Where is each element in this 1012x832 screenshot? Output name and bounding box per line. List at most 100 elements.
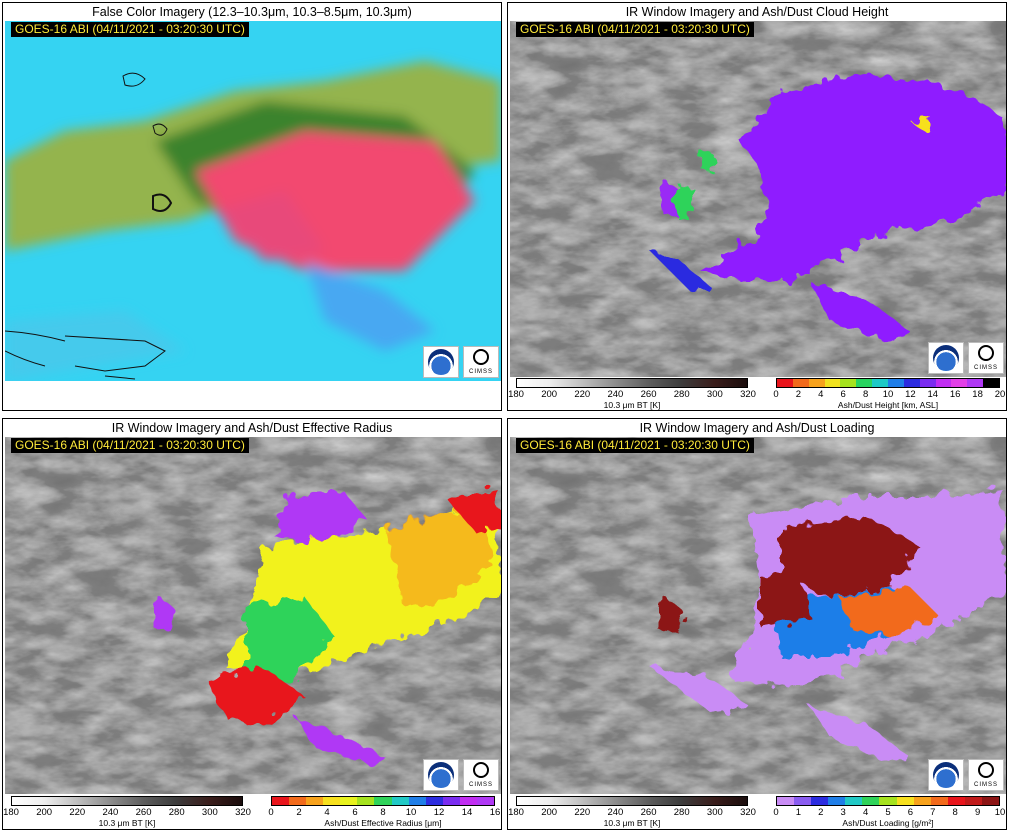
logo-group: CIMSS: [928, 342, 1004, 374]
height-colorbar-gradient: [776, 378, 1000, 388]
noaa-icon: [423, 759, 459, 791]
colorbar-tick: 260: [640, 807, 657, 818]
colorbar-swatch: [272, 797, 290, 805]
colorbar-swatch: [442, 797, 460, 805]
colorbar-tick: 6: [840, 389, 846, 400]
colorbar-tick: 14: [927, 389, 939, 400]
colorbar-tick: 260: [640, 389, 657, 400]
loading-colorbar-gradient: [776, 796, 1000, 806]
colorbar-tick: 320: [235, 807, 251, 818]
colorbar-swatch: [896, 797, 914, 805]
colorbar-tick: 180: [508, 807, 524, 818]
colorbar-swatch: [374, 797, 392, 805]
logo-group: CIMSS: [423, 346, 499, 378]
colorbar-tick: 18: [972, 389, 983, 400]
ash-loading-map[interactable]: GOES-16 ABI (04/11/2021 - 03:20:30 UTC) …: [510, 437, 1006, 794]
panel-title: False Color Imagery (12.3–10.3μm, 10.3–8…: [92, 5, 412, 19]
colorbar-tick: 16: [949, 389, 961, 400]
colorbar-swatch: [930, 797, 948, 805]
colorbar-tick: 0: [773, 389, 779, 400]
colorbar-swatch: [459, 797, 477, 805]
colorbar-swatch: [408, 797, 426, 805]
bt-colorbar-label: 10.3 μm BT [K]: [603, 400, 661, 410]
colorbar-swatch: [840, 379, 857, 387]
colorbar-tick: 12: [433, 807, 445, 818]
ash-radius-map[interactable]: GOES-16 ABI (04/11/2021 - 03:20:30 UTC) …: [5, 437, 501, 794]
ash-height-map[interactable]: GOES-16 ABI (04/11/2021 - 03:20:30 UTC) …: [510, 21, 1006, 377]
colorbar-tick: 300: [201, 807, 218, 818]
colorbar-tick: 14: [461, 807, 473, 818]
height-colorbar-label: Ash/Dust Height [km, ASL]: [837, 400, 939, 410]
timestamp-label: GOES-16 ABI (04/11/2021 - 03:20:30 UTC): [516, 22, 754, 37]
colorbar-tick: 280: [673, 389, 690, 400]
colorbar-tick: 220: [574, 807, 591, 818]
colorbar-tick: 4: [862, 807, 869, 818]
colorbar-tick: 320: [740, 389, 756, 400]
colorbar-tick: 20: [994, 389, 1006, 400]
colorbar-swatch: [981, 797, 1000, 805]
colorbar-tick: 180: [3, 807, 19, 818]
colorbar-tick: 0: [268, 807, 274, 818]
colorbar-tick: 240: [607, 807, 624, 818]
timestamp-label: GOES-16 ABI (04/11/2021 - 03:20:30 UTC): [11, 438, 249, 453]
panel-false-color: False Color Imagery (12.3–10.3μm, 10.3–8…: [2, 2, 502, 411]
cimss-icon: CIMSS: [463, 759, 499, 791]
colorbar-swatch: [947, 797, 965, 805]
colorbar-tick: 300: [706, 807, 723, 818]
colorbar-swatch: [951, 379, 968, 387]
colorbar-tick: 10: [405, 807, 417, 818]
colorbar-tick: 5: [885, 807, 891, 818]
timestamp-label: GOES-16 ABI (04/11/2021 - 03:20:30 UTC): [11, 22, 249, 37]
colorbar-swatch: [357, 797, 375, 805]
colorbar-swatch: [872, 379, 889, 387]
colorbar-tick: 320: [740, 807, 756, 818]
panel-title: IR Window Imagery and Ash/Dust Loading: [639, 421, 875, 435]
colorbar-tick: 6: [352, 807, 358, 818]
noaa-icon: [928, 342, 964, 374]
colorbar-tick: 260: [135, 807, 152, 818]
noaa-icon: [423, 346, 459, 378]
colorbar-swatch: [845, 797, 863, 805]
colorbar-tick: 9: [974, 807, 981, 818]
colorbar-tick: 200: [541, 389, 558, 400]
false-color-map[interactable]: GOES-16 ABI (04/11/2021 - 03:20:30 UTC): [5, 21, 501, 381]
colorbar-swatch: [967, 379, 984, 387]
colorbar-tick: 6: [907, 807, 914, 818]
colorbar-swatch: [777, 797, 795, 805]
colorbar-tick: 280: [673, 807, 690, 818]
colorbar-tick: 16: [489, 807, 501, 818]
colorbar-tick: 200: [541, 807, 558, 818]
colorbar-tick: 180: [508, 389, 524, 400]
colorbar-tick: 2: [296, 807, 302, 818]
colorbar-tick: 300: [706, 389, 723, 400]
logo-group: CIMSS: [423, 759, 499, 791]
colorbar-tick: 0: [773, 807, 779, 818]
colorbar-swatch: [964, 797, 982, 805]
cimss-icon: CIMSS: [968, 342, 1004, 374]
colorbar-tick: 7: [930, 807, 936, 818]
radius-colorbar-label: Ash/Dust Effective Radius [μm]: [324, 818, 442, 828]
colorbar-tick: 4: [324, 807, 330, 818]
panel-title: IR Window Imagery and Ash/Dust Effective…: [111, 421, 393, 435]
colorbar-tick: 1: [795, 807, 802, 818]
panel-title: IR Window Imagery and Ash/Dust Cloud Hei…: [625, 5, 889, 19]
colorbar-tick: 8: [380, 807, 386, 818]
colorbar-tick: 220: [69, 807, 86, 818]
colorbar-swatch: [983, 379, 1000, 387]
colorbar-swatch: [794, 797, 812, 805]
colorbar-tick: 240: [607, 389, 624, 400]
bt-colorbar-gradient: [516, 796, 748, 806]
colorbar-tick: 3: [840, 807, 846, 818]
colorbar-tick: 2: [795, 389, 802, 400]
colorbar-tick: 4: [818, 389, 824, 400]
panel-ash-radius: IR Window Imagery and Ash/Dust Effective…: [2, 418, 502, 830]
colorbar-tick: 12: [905, 389, 916, 400]
cimss-icon: CIMSS: [463, 346, 499, 378]
colorbar-swatch: [856, 379, 873, 387]
colorbar-swatch: [828, 797, 846, 805]
colorbar-tick: 10: [994, 807, 1006, 818]
colorbar-tick: 220: [574, 389, 591, 400]
colorbar-tick: 10: [882, 389, 894, 400]
colorbar-swatch: [811, 797, 829, 805]
colorbar-swatch: [289, 797, 307, 805]
